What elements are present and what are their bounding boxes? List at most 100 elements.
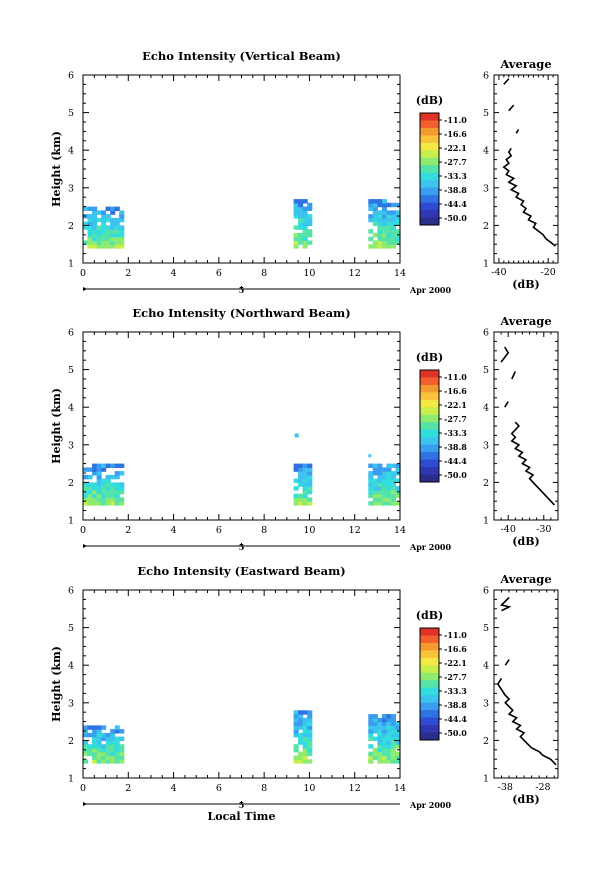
echo-cell — [101, 493, 107, 499]
echo-cell — [307, 229, 313, 234]
echo-cell — [302, 759, 308, 764]
y-tick-label: 4 — [68, 403, 74, 414]
echo-cell — [294, 433, 299, 438]
echo-cell — [110, 736, 116, 741]
echo-cell — [96, 489, 102, 495]
echo-cell — [293, 214, 299, 219]
echo-cell — [307, 740, 313, 745]
echo-cell — [114, 471, 120, 476]
echo-cell — [372, 202, 378, 208]
colorbar-label: -11.0 — [444, 630, 467, 640]
echo-cell — [83, 221, 89, 226]
date-axis-date: Apr 2000 — [409, 800, 452, 810]
echo-cell — [390, 471, 396, 476]
echo-cell — [307, 751, 313, 757]
profile-frame — [493, 74, 559, 264]
colorbar-swatch — [420, 444, 439, 453]
echo-cell — [302, 736, 308, 741]
echo-cell — [377, 210, 383, 215]
echo-cell — [87, 501, 93, 506]
echo-cell — [377, 463, 383, 468]
echo-cell — [87, 497, 93, 502]
echo-cell — [302, 482, 308, 487]
profile-y-tick-label: 6 — [483, 328, 489, 339]
echo-cell — [386, 497, 392, 502]
echo-cell — [395, 744, 401, 749]
echo-cell — [307, 478, 313, 483]
echo-cell — [110, 751, 116, 757]
profile-title: Average — [499, 314, 551, 328]
echo-cell — [377, 229, 383, 234]
echo-cell — [372, 717, 378, 723]
echo-cell — [302, 493, 308, 499]
echo-cell — [372, 486, 378, 491]
echo-cell — [298, 721, 304, 726]
echo-cell — [386, 747, 392, 753]
echo-cell — [381, 232, 387, 238]
echo-cell — [302, 497, 308, 502]
y-axis-label: Height (km) — [50, 646, 63, 722]
profile-y-tick-label: 5 — [483, 108, 489, 119]
echo-cell — [372, 199, 378, 204]
echo-cell — [83, 751, 89, 757]
echo-cell — [92, 229, 98, 234]
y-tick-label: 6 — [68, 328, 74, 339]
echo-cell — [386, 471, 392, 476]
plot-frame — [82, 589, 401, 779]
echo-cell — [298, 471, 304, 476]
colorbar-swatch — [420, 165, 439, 174]
echo-cell — [381, 736, 387, 741]
colorbar-swatch — [420, 217, 439, 226]
echo-cell — [87, 732, 93, 738]
echo-cell — [386, 221, 392, 226]
echo-cell — [302, 467, 308, 472]
colorbar-swatch — [420, 695, 439, 704]
echo-cell — [110, 229, 116, 234]
echo-cell — [390, 482, 396, 487]
echo-cell — [114, 229, 120, 234]
echo-cell — [110, 244, 116, 249]
echo-cell — [110, 486, 116, 491]
echo-cell — [105, 229, 111, 234]
echo-cell — [390, 721, 396, 726]
profile-line — [510, 421, 555, 506]
echo-cell — [119, 501, 125, 506]
echo-cell — [368, 725, 374, 730]
echo-cell — [105, 493, 111, 499]
echo-cell — [302, 236, 308, 242]
profile-y-tick-label: 2 — [483, 736, 489, 747]
echo-cell — [101, 751, 107, 757]
date-axis-date: Apr 2000 — [409, 542, 452, 552]
echo-cell — [105, 759, 111, 764]
x-tick-label: 0 — [80, 268, 86, 279]
echo-cell — [92, 210, 98, 215]
echo-cell — [92, 471, 98, 476]
colorbar-label: -22.1 — [444, 658, 467, 668]
echo-cell — [302, 232, 308, 238]
echo-cell — [105, 751, 111, 757]
echo-cell — [368, 206, 374, 211]
echo-cell — [386, 721, 392, 726]
echo-cell — [96, 736, 102, 741]
echo-cell — [119, 240, 125, 245]
echo-cell — [293, 744, 299, 749]
x-tick-label: 0 — [80, 525, 86, 536]
echo-cell — [96, 471, 102, 476]
echo-cell — [92, 482, 98, 487]
echo-cell — [101, 755, 107, 760]
echo-cell — [110, 744, 116, 749]
echo-cell — [92, 736, 98, 741]
echo-cell — [368, 202, 374, 208]
echo-cell — [390, 217, 396, 223]
echo-cell — [298, 751, 304, 757]
echo-cell — [377, 759, 383, 764]
echo-cell — [302, 486, 308, 491]
echo-cell — [87, 751, 93, 757]
echo-cell — [87, 493, 93, 499]
echo-cell — [119, 497, 125, 502]
echo-cell — [87, 747, 93, 753]
echo-cell — [92, 486, 98, 491]
echo-cell — [101, 725, 107, 730]
y-tick-label: 1 — [68, 259, 74, 270]
profile-x-tick-label: -40 — [501, 524, 516, 535]
